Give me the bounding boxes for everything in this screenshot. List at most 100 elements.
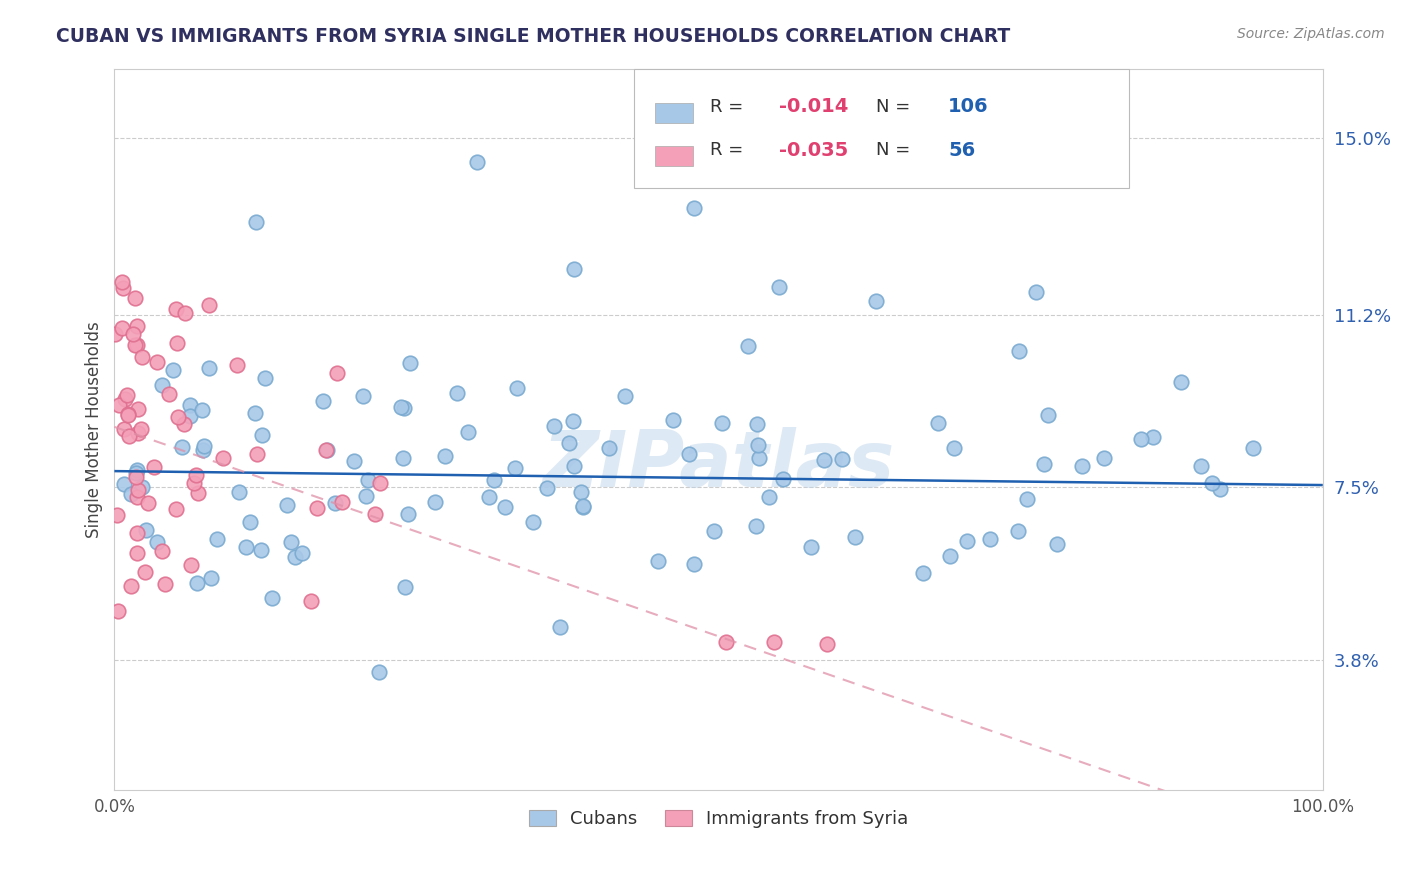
Point [170,440,193,454]
Point [1033,458,1056,472]
Point [714,635,737,649]
Point [104,327,127,342]
Point [710,416,733,430]
Point [107,604,129,618]
Point [1201,475,1223,490]
Point [423,495,446,509]
Point [912,566,935,580]
Point [1092,451,1115,466]
Point [772,471,794,485]
Point [956,533,979,548]
Point [748,450,770,465]
Point [127,483,149,497]
Point [120,579,142,593]
Point [536,482,558,496]
Point [166,410,188,425]
Point [198,360,221,375]
Point [112,281,135,295]
Point [124,469,146,483]
Point [125,525,148,540]
Point [187,486,209,500]
Point [1025,285,1047,299]
Point [117,407,139,421]
Point [183,475,205,490]
Point [678,447,700,461]
Text: Source: ZipAtlas.com: Source: ZipAtlas.com [1237,27,1385,41]
Point [396,508,419,522]
Point [276,498,298,512]
Point [134,566,156,580]
Point [662,413,685,427]
Point [316,443,339,458]
Point [179,409,201,423]
Point [117,408,139,422]
Text: -0.035: -0.035 [779,141,848,160]
Point [291,546,314,560]
Point [110,275,132,289]
Point [284,550,307,565]
Point [250,543,273,558]
Point [312,394,335,409]
Point [942,441,965,455]
Point [323,496,346,510]
Point [143,460,166,475]
Point [136,496,159,510]
Point [125,466,148,480]
Point [354,489,377,503]
Point [250,428,273,442]
Text: N =: N = [876,141,910,159]
Point [131,480,153,494]
Text: CUBAN VS IMMIGRANTS FROM SYRIA SINGLE MOTHER HOUSEHOLDS CORRELATION CHART: CUBAN VS IMMIGRANTS FROM SYRIA SINGLE MO… [56,27,1011,45]
Point [186,468,208,483]
Point [165,502,187,516]
Point [186,576,208,591]
Point [465,154,488,169]
Text: -0.014: -0.014 [779,97,848,116]
Point [343,454,366,468]
Point [254,371,277,385]
Point [813,453,835,467]
Point [1036,408,1059,422]
Point [1129,432,1152,446]
Point [352,389,374,403]
Point [758,490,780,504]
Point [1189,458,1212,473]
Point [394,580,416,594]
Point [389,400,412,414]
Point [145,355,167,369]
Point [326,366,349,380]
Point [166,335,188,350]
Point [127,318,149,333]
Point [357,473,380,487]
Point [125,546,148,560]
Point [260,591,283,605]
Point [135,523,157,537]
Point [364,507,387,521]
Point [557,435,579,450]
Point [162,362,184,376]
Point [150,543,173,558]
Point [392,401,415,416]
FancyBboxPatch shape [655,103,693,122]
Point [506,381,529,395]
Point [683,201,706,215]
Point [1008,344,1031,359]
Point [131,351,153,365]
Point [315,442,337,457]
Point [1209,483,1232,497]
Point [127,425,149,440]
Point [246,447,269,461]
Point [112,422,135,436]
Point [180,558,202,572]
Point [193,439,215,453]
Text: ZIPatlas: ZIPatlas [543,427,894,503]
Point [243,407,266,421]
Point [503,461,526,475]
Text: N =: N = [876,98,910,116]
FancyBboxPatch shape [655,146,693,166]
Point [235,540,257,554]
Point [800,540,823,554]
Point [613,389,636,403]
Point [979,532,1001,546]
Text: R =: R = [710,141,744,159]
